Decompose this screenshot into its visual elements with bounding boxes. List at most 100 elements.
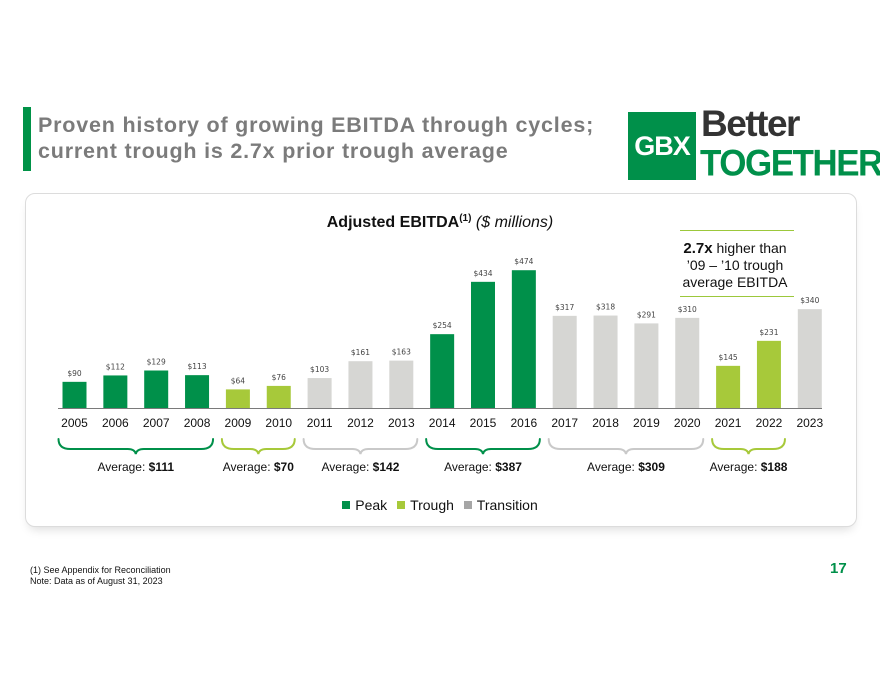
page-title: Proven history of growing EBITDA through…: [38, 112, 594, 164]
group-average-label-3: Average:: [322, 460, 373, 474]
chart-title-footnote-ref: (1): [459, 213, 472, 224]
legend-swatch-transition: [463, 501, 472, 509]
x-tick-label-2020: 2020: [674, 416, 701, 430]
group-average-value-1: $111: [149, 460, 175, 474]
x-tick-label-2009: 2009: [225, 416, 252, 430]
group-average-3: Average: $142: [322, 460, 400, 474]
value-label-2021: $145: [719, 353, 738, 362]
footnotes: (1) See Appendix for Reconciliation Note…: [30, 565, 171, 587]
logo-tagline-better: Better: [701, 103, 800, 144]
group-average-label-5: Average:: [587, 460, 638, 474]
legend-label-peak: Peak: [355, 497, 388, 513]
value-label-2020: $310: [678, 305, 697, 314]
chart-legend: Peak Trough Transition: [0, 497, 880, 513]
footnote-1: (1) See Appendix for Reconciliation: [30, 565, 171, 575]
legend-item-trough: Trough: [397, 497, 454, 513]
x-tick-label-2017: 2017: [551, 416, 578, 430]
value-label-2015: $434: [473, 269, 492, 278]
callout-line-2: ’09 – ’10 trough: [686, 257, 784, 273]
x-tick-label-2012: 2012: [347, 416, 374, 430]
callout-line-1: 2.7x higher than: [675, 240, 795, 257]
x-tick-label-2008: 2008: [184, 416, 211, 430]
group-average-2: Average: $70: [223, 460, 295, 474]
value-label-2017: $317: [555, 303, 574, 312]
chart-title-text: Adjusted EBITDA: [326, 214, 460, 231]
bar-2012: [348, 361, 373, 408]
group-bracket-6: [711, 438, 786, 455]
value-label-2010: $76: [272, 373, 287, 382]
bar-2017: [552, 315, 577, 408]
value-label-2009: $64: [231, 376, 246, 385]
bar-2007: [144, 370, 169, 408]
group-average-value-5: $309: [638, 460, 665, 474]
x-tick-label-2019: 2019: [633, 416, 660, 430]
bar-2019: [634, 323, 659, 408]
group-average-6: Average: $188: [710, 460, 788, 474]
x-tick-label-2014: 2014: [429, 416, 456, 430]
x-tick-label-2006: 2006: [102, 416, 129, 430]
x-tick-label-2022: 2022: [756, 416, 783, 430]
group-average-value-2: $70: [274, 460, 294, 474]
callout-line-3: average EBITDA: [682, 274, 788, 290]
bar-2009: [225, 389, 250, 408]
x-tick-label-2005: 2005: [61, 416, 88, 430]
bar-2008: [185, 375, 210, 408]
x-tick-label-2013: 2013: [388, 416, 415, 430]
bar-2014: [430, 334, 455, 408]
bar-2013: [389, 360, 414, 408]
group-average-5: Average: $309: [587, 460, 665, 474]
value-label-2006: $112: [106, 362, 125, 371]
logo-tagline-together: TOGETHER: [700, 142, 880, 184]
legend-item-transition: Transition: [463, 497, 538, 513]
legend-label-transition: Transition: [476, 497, 538, 513]
callout-multiple: 2.7x: [683, 240, 713, 257]
x-tick-label-2015: 2015: [470, 416, 497, 430]
data-date-note: Note: Data as of August 31, 2023: [30, 576, 163, 586]
legend-item-peak: Peak: [342, 497, 387, 513]
x-tick-label-2016: 2016: [510, 416, 537, 430]
value-label-2005: $90: [67, 369, 82, 378]
x-tick-label-2010: 2010: [265, 416, 292, 430]
group-average-label-4: Average:: [444, 460, 495, 474]
x-tick-label-2021: 2021: [715, 416, 742, 430]
group-average-label-6: Average:: [710, 460, 761, 474]
logo-mark: GBX: [628, 112, 696, 180]
group-bracket-3: [302, 438, 419, 455]
title-line-2: current trough is 2.7x prior trough aver…: [38, 139, 509, 163]
bar-2022: [756, 340, 781, 408]
x-tick-label-2018: 2018: [592, 416, 619, 430]
value-label-2007: $129: [147, 357, 166, 366]
bar-2021: [716, 365, 741, 408]
page-number: 17: [830, 560, 847, 577]
value-label-2016: $474: [514, 257, 533, 266]
chart-title: Adjusted EBITDA(1) ($ millions): [0, 213, 880, 232]
bar-2018: [593, 315, 618, 408]
group-average-label-1: Average:: [98, 460, 149, 474]
group-bracket-5: [547, 438, 705, 455]
group-average-value-4: $387: [495, 460, 522, 474]
x-tick-label-2023: 2023: [796, 416, 823, 430]
title-accent-bar: [23, 107, 31, 171]
bar-2015: [471, 281, 495, 408]
value-label-2008: $113: [188, 362, 207, 371]
value-label-2012: $161: [351, 348, 370, 357]
legend-label-trough: Trough: [410, 497, 454, 513]
legend-swatch-trough: [397, 501, 406, 509]
bar-2005: [62, 381, 87, 408]
bar-2010: [266, 385, 291, 408]
bar-2011: [307, 378, 332, 408]
bar-2020: [675, 317, 700, 408]
group-bracket-1: [57, 438, 215, 455]
x-tick-label-2011: 2011: [307, 416, 333, 430]
callout-line-1-text: higher than: [712, 240, 787, 256]
trough-comparison-callout: 2.7x higher than ’09 – ’10 trough averag…: [675, 240, 795, 291]
group-average-value-3: $142: [373, 460, 400, 474]
value-label-2014: $254: [433, 321, 452, 330]
bar-2023: [797, 309, 822, 408]
callout-top-rule: [680, 230, 794, 231]
value-label-2019: $291: [637, 310, 656, 319]
group-bracket-4: [425, 438, 541, 455]
group-average-value-6: $188: [761, 460, 788, 474]
callout-bottom-rule: [680, 296, 794, 297]
